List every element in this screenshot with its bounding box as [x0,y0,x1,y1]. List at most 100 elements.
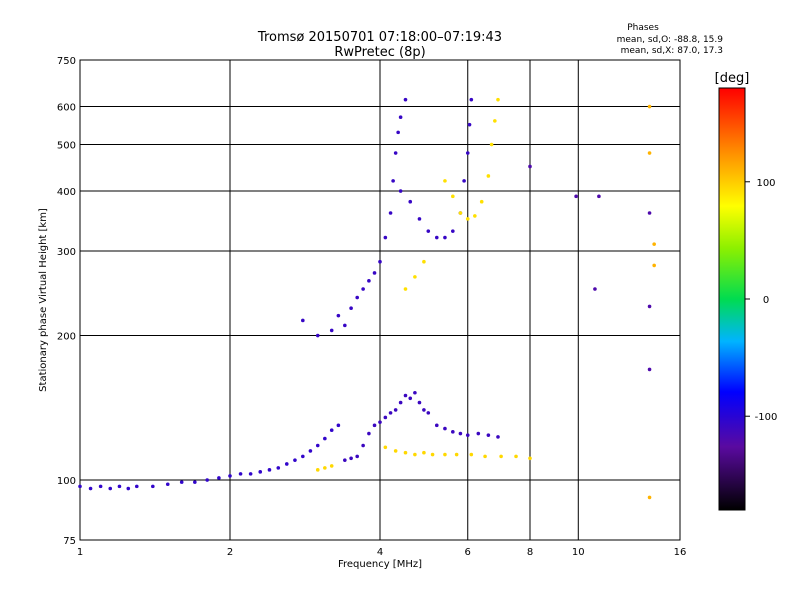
data-point [652,263,656,268]
data-point [205,478,209,482]
data-point [276,466,281,470]
x-tick-label: 10 [572,547,585,558]
data-point [483,454,487,459]
data-point [465,151,470,155]
data-point [329,464,334,468]
data-point [301,318,305,323]
data-point [336,313,341,318]
data-point [486,174,491,178]
data-point [486,433,491,437]
data-point [398,400,403,405]
data-point [315,468,320,472]
data-point [193,480,197,484]
data-point [323,466,327,470]
points-layer [78,97,656,500]
data-point [451,229,455,233]
plot-frame [79,59,681,541]
data-point [393,408,398,412]
data-point [647,151,652,155]
data-point [469,452,474,457]
data-point [528,456,532,461]
data-point [479,199,484,204]
data-point [378,420,382,424]
data-point [349,306,353,311]
data-point [98,484,103,489]
x-tick-label: 1 [77,547,83,558]
grid-layer [80,60,680,540]
data-point [496,97,500,102]
data-point [367,279,371,283]
data-point [361,287,365,291]
data-point [284,462,289,466]
y-tick-label: 100 [57,476,76,487]
data-point [78,484,82,489]
x-tick-label: 8 [527,547,533,558]
data-point [647,211,652,215]
data-point [383,415,388,420]
chart-title: Tromsø 20150701 07:18:00–07:19:43 [257,30,502,45]
y-tick-label: 500 [57,141,76,152]
y-tick-label: 200 [57,332,76,343]
data-point [388,211,393,215]
y-tick-label: 750 [57,56,76,67]
data-point [301,454,305,459]
data-point [652,242,656,246]
data-point [361,443,365,448]
data-point [165,482,170,487]
data-point [434,235,439,240]
data-point [528,164,532,169]
data-point [422,450,426,455]
data-point [443,235,447,240]
data-point [336,423,341,428]
data-point [308,449,313,453]
data-point [403,393,408,398]
data-point [388,411,393,415]
x-tick-label: 16 [674,547,687,558]
data-point [417,400,422,405]
x-tick-label: 6 [465,547,471,558]
data-point [469,97,474,102]
data-point [88,486,93,491]
data-point [430,452,435,457]
data-point [355,295,359,300]
data-point [593,287,597,291]
data-point [408,199,413,204]
data-point [647,367,652,372]
data-point [476,431,481,436]
data-point [403,97,408,102]
data-point [238,472,243,476]
data-point [458,211,463,215]
colorbar-label: [deg] [715,71,750,86]
colorbar-tick-label: -100 [755,412,778,423]
data-point [134,484,139,489]
data-point [315,333,320,338]
data-point [473,214,477,218]
x-axis-label: Frequency [MHz] [338,559,422,570]
data-point [496,435,500,439]
data-point [323,436,327,441]
data-point [574,194,578,199]
data-point [647,104,652,109]
y-tick-label: 300 [57,247,76,258]
data-point [647,304,652,309]
data-point [372,271,377,275]
data-point [454,452,459,457]
data-point [391,179,395,183]
data-point [403,287,408,291]
data-point [499,454,503,459]
data-point [343,458,347,462]
colorbar-tick-label: 100 [756,178,775,189]
data-point [489,142,494,147]
data-point [383,235,388,240]
data-point [465,217,470,221]
data-point [398,115,403,120]
data-point [151,484,155,489]
data-point [434,423,439,428]
data-point [179,480,184,484]
data-point [413,275,417,279]
data-point [443,452,447,457]
data-point [458,431,463,436]
data-point [398,189,403,193]
data-point [367,431,371,436]
